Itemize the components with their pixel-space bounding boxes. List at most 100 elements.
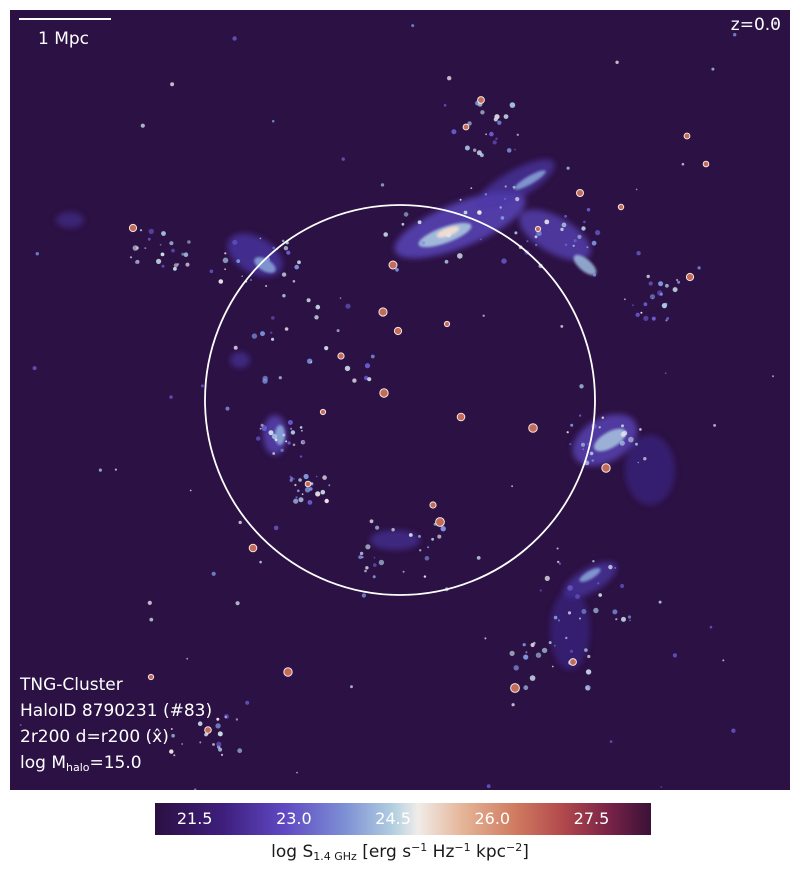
source-dot bbox=[299, 426, 303, 429]
source-dot bbox=[402, 570, 405, 573]
source-dot bbox=[586, 246, 589, 249]
source-dot bbox=[271, 119, 275, 123]
source-dot bbox=[369, 519, 374, 524]
source-dot bbox=[173, 754, 176, 757]
source-dot bbox=[160, 252, 165, 257]
source-dot bbox=[535, 652, 542, 658]
source-dot bbox=[372, 575, 376, 579]
source-dot bbox=[293, 498, 299, 504]
source-dot bbox=[132, 245, 139, 251]
bright-source bbox=[204, 726, 212, 734]
bright-source bbox=[443, 320, 451, 328]
source-dot bbox=[411, 24, 415, 28]
source-dot bbox=[561, 222, 567, 228]
source-dot bbox=[417, 220, 422, 225]
source-dot bbox=[503, 114, 509, 119]
source-dot bbox=[287, 441, 291, 445]
source-dot bbox=[457, 253, 463, 259]
source-dot bbox=[586, 208, 591, 212]
source-dot bbox=[315, 491, 321, 497]
source-dot bbox=[476, 556, 481, 560]
source-dot bbox=[235, 718, 239, 721]
source-dot bbox=[324, 498, 329, 504]
source-dot bbox=[268, 430, 274, 436]
source-dot bbox=[256, 436, 261, 441]
source-dot bbox=[476, 150, 482, 156]
source-dot bbox=[365, 544, 371, 550]
source-dot bbox=[632, 304, 634, 307]
source-dot bbox=[364, 569, 367, 573]
source-dot bbox=[161, 231, 166, 236]
source-dot bbox=[585, 669, 592, 675]
source-dot bbox=[211, 571, 216, 576]
source-dot bbox=[292, 280, 296, 283]
bright-source bbox=[601, 463, 611, 473]
source-dot bbox=[557, 560, 560, 564]
source-dot bbox=[620, 431, 626, 438]
source-dot bbox=[504, 197, 507, 200]
source-dot bbox=[341, 157, 345, 161]
source-dot bbox=[593, 607, 599, 614]
source-dot bbox=[19, 724, 22, 726]
source-dot bbox=[320, 489, 326, 495]
source-dot bbox=[259, 427, 262, 430]
source-dot bbox=[615, 60, 619, 64]
source-dot bbox=[232, 239, 238, 245]
source-dot bbox=[270, 331, 273, 334]
source-dot bbox=[544, 219, 550, 225]
source-dot bbox=[459, 198, 462, 201]
source-dot bbox=[551, 665, 554, 668]
source-dot bbox=[284, 327, 289, 331]
source-dot bbox=[391, 528, 395, 532]
source-dot bbox=[147, 600, 152, 606]
source-dot bbox=[522, 643, 526, 647]
source-dot bbox=[260, 423, 264, 427]
source-dot bbox=[664, 372, 667, 375]
source-dot bbox=[306, 298, 311, 303]
source-dot bbox=[773, 21, 778, 25]
source-dot bbox=[526, 240, 529, 243]
source-dot bbox=[629, 619, 631, 622]
source-dot bbox=[624, 298, 626, 301]
source-dot bbox=[485, 133, 487, 136]
source-dot bbox=[218, 747, 223, 752]
source-dot bbox=[621, 424, 624, 428]
source-dot bbox=[199, 741, 202, 744]
source-dot bbox=[367, 377, 372, 382]
source-dot bbox=[373, 557, 376, 559]
bright-source bbox=[388, 260, 398, 270]
source-dot bbox=[378, 559, 385, 566]
source-dot bbox=[643, 302, 648, 307]
source-dot bbox=[282, 433, 286, 437]
source-dot bbox=[290, 430, 296, 435]
bright-source bbox=[429, 501, 437, 509]
colorbar: 21.5 23.0 24.5 26.0 27.5 bbox=[155, 803, 651, 835]
source-dot bbox=[548, 641, 552, 645]
source-dot bbox=[480, 110, 485, 115]
bright-source bbox=[283, 667, 293, 677]
source-dot bbox=[218, 279, 224, 284]
source-dot bbox=[569, 443, 572, 446]
source-dot bbox=[598, 426, 601, 429]
source-dot bbox=[440, 526, 446, 532]
source-dot bbox=[251, 333, 258, 339]
source-dot bbox=[643, 315, 649, 321]
source-dot bbox=[315, 475, 318, 478]
source-dot bbox=[581, 226, 586, 231]
source-dot bbox=[640, 311, 643, 314]
source-dot bbox=[619, 440, 625, 446]
source-dot bbox=[473, 148, 477, 152]
source-dot bbox=[176, 263, 180, 266]
source-dot bbox=[427, 546, 430, 549]
source-dot bbox=[447, 76, 452, 81]
source-dot bbox=[589, 451, 594, 456]
source-dot bbox=[292, 477, 295, 480]
source-dot bbox=[265, 285, 268, 287]
source-dot bbox=[592, 273, 597, 277]
source-dot bbox=[358, 555, 363, 559]
source-dot bbox=[591, 240, 597, 246]
source-dot bbox=[660, 786, 663, 788]
source-dot bbox=[297, 260, 301, 265]
source-dot bbox=[274, 438, 278, 442]
source-dot bbox=[482, 314, 485, 317]
